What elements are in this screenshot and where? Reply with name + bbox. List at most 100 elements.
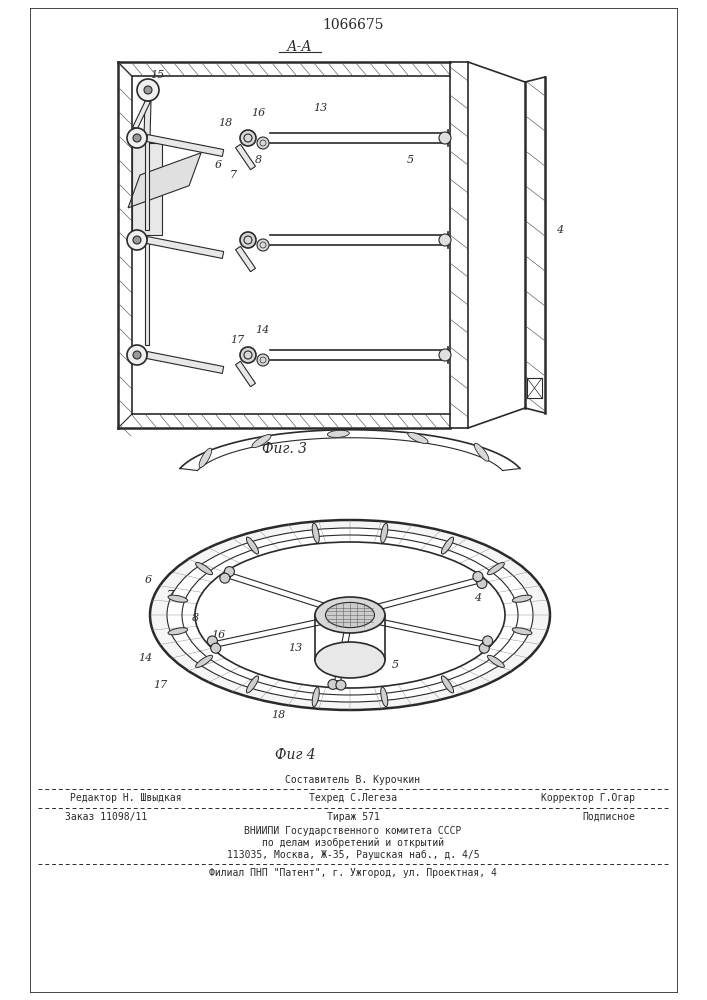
Text: 16: 16 (211, 630, 225, 640)
Circle shape (207, 636, 217, 646)
Circle shape (479, 643, 489, 653)
Text: Составитель В. Курочкин: Составитель В. Курочкин (286, 775, 421, 785)
Polygon shape (145, 240, 149, 345)
Ellipse shape (167, 528, 533, 702)
Circle shape (127, 345, 147, 365)
Polygon shape (145, 138, 149, 230)
Ellipse shape (196, 655, 213, 667)
Ellipse shape (315, 642, 385, 678)
Text: 17: 17 (230, 335, 244, 345)
Polygon shape (235, 144, 255, 170)
Text: Фиг. 3: Фиг. 3 (262, 442, 308, 456)
Text: 5: 5 (392, 660, 399, 670)
Polygon shape (235, 361, 255, 387)
Circle shape (240, 232, 256, 248)
Circle shape (210, 641, 218, 649)
Text: 7: 7 (230, 170, 237, 180)
Text: 14: 14 (255, 325, 269, 335)
Ellipse shape (247, 676, 259, 693)
Text: 8: 8 (255, 155, 262, 165)
Circle shape (257, 239, 269, 251)
Text: 8: 8 (192, 613, 199, 623)
Ellipse shape (312, 523, 320, 543)
Text: 13: 13 (313, 103, 327, 113)
Circle shape (133, 134, 141, 142)
Ellipse shape (487, 563, 504, 575)
Circle shape (476, 576, 484, 584)
Text: 7: 7 (166, 590, 173, 600)
Ellipse shape (380, 687, 387, 707)
Circle shape (127, 230, 147, 250)
Circle shape (133, 236, 141, 244)
Polygon shape (144, 101, 151, 138)
Ellipse shape (199, 448, 211, 468)
Circle shape (328, 679, 338, 689)
Circle shape (224, 567, 235, 577)
Ellipse shape (487, 655, 504, 667)
Ellipse shape (150, 520, 550, 710)
Ellipse shape (441, 537, 454, 554)
Ellipse shape (327, 430, 349, 437)
Text: 16: 16 (251, 108, 265, 118)
Text: 6: 6 (214, 160, 221, 170)
Circle shape (133, 351, 141, 359)
Circle shape (439, 132, 451, 144)
Circle shape (211, 643, 221, 653)
Ellipse shape (315, 597, 385, 633)
Circle shape (482, 641, 490, 649)
Ellipse shape (312, 687, 320, 707)
Text: 4: 4 (556, 225, 563, 235)
Polygon shape (146, 135, 223, 156)
Text: 14: 14 (138, 653, 152, 663)
Polygon shape (235, 246, 255, 272)
Polygon shape (128, 153, 201, 208)
Text: Заказ 11098/11: Заказ 11098/11 (65, 812, 147, 822)
Text: Фиг 4: Фиг 4 (275, 748, 315, 762)
Polygon shape (146, 352, 223, 373)
Text: 5: 5 (407, 155, 414, 165)
Ellipse shape (513, 628, 532, 635)
Circle shape (473, 572, 483, 582)
Text: Техред С.Легеза: Техред С.Легеза (309, 793, 397, 803)
Polygon shape (132, 143, 162, 235)
Text: Подписное: Подписное (582, 812, 635, 822)
Text: 4: 4 (474, 593, 481, 603)
Ellipse shape (513, 595, 532, 602)
Ellipse shape (252, 435, 271, 448)
Circle shape (257, 354, 269, 366)
Circle shape (144, 86, 152, 94)
Polygon shape (146, 237, 223, 258)
Polygon shape (133, 100, 151, 129)
Circle shape (477, 578, 487, 588)
Text: Тираж 571: Тираж 571 (327, 812, 380, 822)
Ellipse shape (168, 628, 187, 635)
Text: 6: 6 (144, 575, 151, 585)
Text: 1066675: 1066675 (322, 18, 384, 32)
Text: 113035, Москва, Ж-35, Раушская наб., д. 4/5: 113035, Москва, Ж-35, Раушская наб., д. … (227, 850, 479, 860)
Circle shape (137, 79, 159, 101)
Text: ВНИИПИ Государственного комитета СССР: ВНИИПИ Государственного комитета СССР (245, 826, 462, 836)
Ellipse shape (247, 537, 259, 554)
Text: А-А: А-А (287, 40, 313, 54)
Circle shape (127, 128, 147, 148)
Ellipse shape (408, 432, 428, 443)
Text: по делам изобретений и открытий: по делам изобретений и открытий (262, 838, 444, 848)
Ellipse shape (168, 595, 187, 602)
Circle shape (483, 636, 493, 646)
Circle shape (336, 680, 346, 690)
Circle shape (240, 347, 256, 363)
Text: 18: 18 (218, 118, 232, 128)
Circle shape (240, 130, 256, 146)
Text: Корректор Г.Огар: Корректор Г.Огар (541, 793, 635, 803)
Ellipse shape (474, 443, 489, 461)
Text: 15: 15 (150, 70, 164, 80)
Circle shape (439, 234, 451, 246)
Circle shape (439, 349, 451, 361)
Text: 18: 18 (271, 710, 285, 720)
Text: Филиал ПНП "Патент", г. Ужгород, ул. Проектная, 4: Филиал ПНП "Патент", г. Ужгород, ул. Про… (209, 868, 497, 878)
Text: 13: 13 (288, 643, 302, 653)
Ellipse shape (325, 602, 375, 628)
Ellipse shape (441, 676, 454, 693)
Circle shape (333, 681, 341, 689)
Text: 17: 17 (153, 680, 167, 690)
